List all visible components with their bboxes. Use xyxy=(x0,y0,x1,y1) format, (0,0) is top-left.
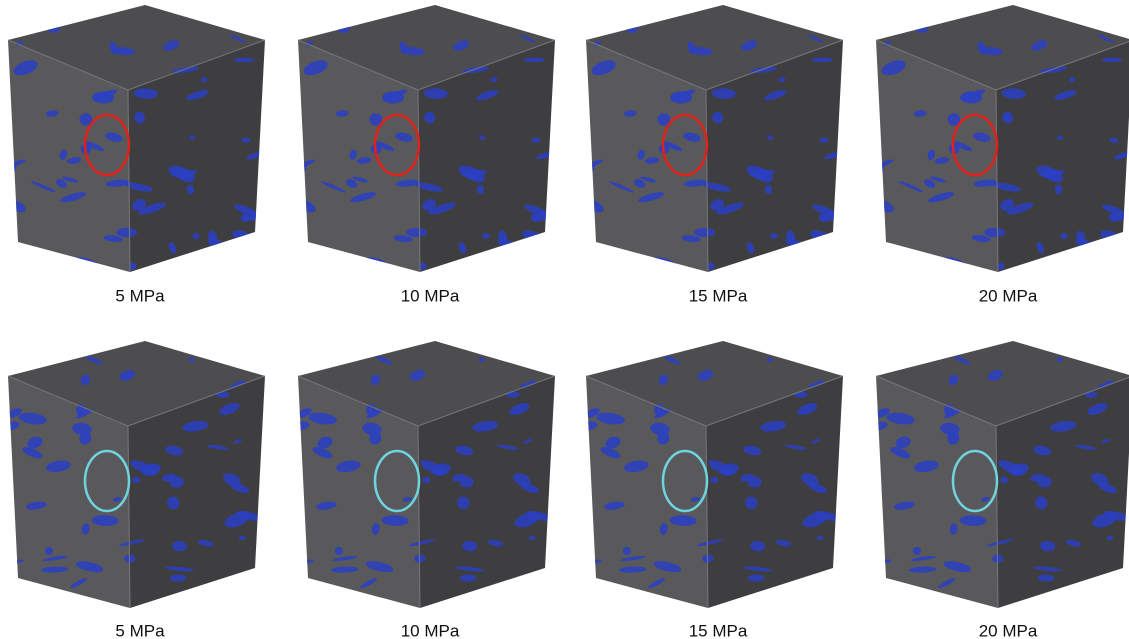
pore xyxy=(30,596,50,608)
pressure-label: 15 MPa xyxy=(689,621,748,639)
pore xyxy=(1083,260,1113,273)
pore xyxy=(801,345,828,354)
pore xyxy=(513,345,540,354)
pore xyxy=(623,341,633,350)
panel-row: 5 MPa 10 MPa 15 MPa 20 MPa xyxy=(0,5,1129,305)
pore xyxy=(505,260,535,273)
pressure-label: 5 MPa xyxy=(115,621,165,639)
pore xyxy=(289,340,313,353)
figure: 5 MPa 10 MPa 15 MPa 20 MPa 5 MPa 10 MPa 15 MPa… xyxy=(0,0,1129,639)
pore xyxy=(215,260,245,273)
cube-panel: 10 MPa xyxy=(288,5,558,305)
pore xyxy=(581,243,595,251)
pore xyxy=(306,352,317,360)
cube-panel: 10 MPa xyxy=(289,340,555,639)
pore xyxy=(515,597,533,610)
pressure-label: 10 MPa xyxy=(401,286,460,305)
pore xyxy=(803,597,821,610)
pore xyxy=(1093,597,1111,610)
pore xyxy=(594,352,605,360)
pore xyxy=(1038,575,1055,582)
pore xyxy=(293,5,309,13)
pore xyxy=(577,340,601,353)
pore xyxy=(793,260,823,273)
cube-panel: 5 MPa xyxy=(0,5,269,305)
pore xyxy=(867,340,891,353)
pore xyxy=(884,352,895,360)
panel-row: 5 MPa 10 MPa 15 MPa 20 MPa xyxy=(0,340,1129,639)
pore xyxy=(16,352,27,360)
cube-panel: 20 MPa xyxy=(867,340,1129,639)
cube-panel: 15 MPa xyxy=(576,5,846,305)
pore xyxy=(871,5,887,13)
pore xyxy=(748,575,765,582)
pore xyxy=(0,340,24,353)
pore xyxy=(581,5,597,13)
pore xyxy=(871,243,885,251)
cube-panel: 5 MPa xyxy=(0,340,265,639)
pressure-label: 20 MPa xyxy=(979,621,1038,639)
pore xyxy=(335,341,345,350)
pore xyxy=(320,596,340,608)
cube-panel: 20 MPa xyxy=(866,5,1129,305)
pore xyxy=(913,341,923,350)
pore xyxy=(812,58,833,62)
pressure-label: 5 MPa xyxy=(115,286,165,305)
pore xyxy=(45,341,55,350)
pore xyxy=(3,5,19,13)
pore xyxy=(170,575,187,582)
pore xyxy=(225,597,243,610)
pore xyxy=(1091,345,1118,354)
cube-panel: 15 MPa xyxy=(577,340,843,639)
pore xyxy=(524,58,545,62)
pressure-label: 10 MPa xyxy=(401,621,460,639)
pore xyxy=(460,575,477,582)
pore xyxy=(608,596,628,608)
pressure-label: 20 MPa xyxy=(979,286,1038,305)
pore xyxy=(223,345,250,354)
pore xyxy=(898,596,918,608)
pore xyxy=(293,243,307,251)
pore xyxy=(3,243,17,251)
pore xyxy=(1102,58,1123,62)
pore xyxy=(234,58,255,62)
pressure-label: 15 MPa xyxy=(689,286,748,305)
